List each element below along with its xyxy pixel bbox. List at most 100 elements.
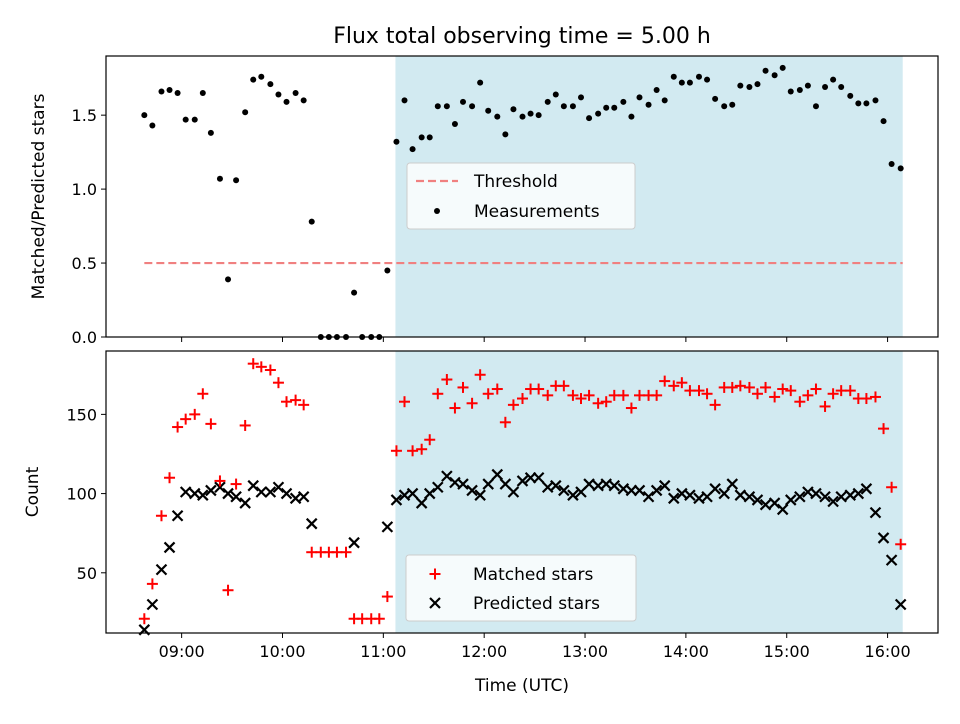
measurement-point — [275, 91, 282, 98]
top-y-tick-label: 0.0 — [72, 328, 97, 347]
measurement-point — [434, 103, 441, 110]
x-axis-label: Time (UTC) — [474, 676, 569, 696]
measurement-point — [544, 98, 551, 105]
measurement-point — [552, 91, 559, 98]
matched-point — [272, 377, 284, 389]
measurement-point — [787, 88, 794, 95]
x-tick-label: 15:00 — [764, 642, 810, 661]
measurement-point — [779, 64, 786, 71]
bottom-y-axis-label: Count — [23, 466, 43, 517]
measurement-point — [603, 104, 610, 111]
predicted-point — [163, 541, 176, 554]
measurement-point — [863, 100, 870, 107]
predicted-point — [230, 490, 242, 503]
predicted-point — [550, 479, 562, 492]
predicted-point — [885, 554, 898, 566]
matched-point — [281, 396, 293, 408]
matched-point — [567, 389, 579, 401]
measurement-point — [822, 84, 829, 91]
measurement-point — [830, 76, 837, 83]
matched-point — [668, 380, 680, 392]
matched-point — [726, 381, 738, 393]
x-tick-label: 11:00 — [360, 642, 406, 661]
x-tick-label: 16:00 — [865, 642, 911, 661]
matched-point — [895, 538, 907, 550]
legend-predicted-label: Predicted stars — [473, 594, 600, 614]
measurement-point — [283, 98, 290, 105]
measurement-point — [182, 116, 189, 123]
matched-point — [886, 481, 898, 493]
predicted-point — [214, 481, 226, 494]
matched-point — [466, 397, 478, 409]
predicted-point — [348, 536, 360, 549]
measurement-point — [577, 94, 584, 101]
matched-point — [709, 399, 721, 411]
predicted-point — [432, 481, 444, 494]
measurement-point — [308, 218, 315, 225]
bottom-axes-frame — [105, 350, 939, 634]
bottom-y-tick-label: 150 — [66, 405, 97, 424]
measurement-point — [258, 73, 265, 80]
matched-point — [424, 434, 436, 446]
measurement-point — [477, 79, 484, 86]
measurement-point — [460, 98, 467, 105]
matched-point — [575, 393, 587, 405]
matched-point — [794, 396, 806, 408]
measurement-point — [670, 73, 677, 80]
matched-point — [625, 402, 637, 414]
measurement-point — [678, 79, 685, 86]
matched-point — [769, 391, 781, 403]
matched-point — [138, 613, 150, 625]
x-tick-label: 10:00 — [259, 642, 305, 661]
matched-point — [457, 381, 469, 393]
matched-point — [482, 388, 494, 400]
predicted-point — [155, 563, 168, 576]
measurement-point — [847, 92, 854, 99]
measurement-point — [880, 118, 887, 125]
matched-point — [230, 478, 242, 490]
measurement-point — [729, 101, 736, 108]
predicted-point — [171, 509, 184, 522]
matched-point — [507, 399, 519, 411]
measurement-point — [267, 81, 274, 88]
measurement-point — [897, 165, 904, 172]
predicted-point — [718, 487, 730, 500]
top-y-tick-label: 1.0 — [72, 180, 97, 199]
matched-point — [760, 381, 772, 393]
predicted-point — [507, 486, 520, 498]
matched-point — [542, 389, 554, 401]
predicted-point — [734, 489, 747, 501]
measurement-point — [686, 79, 693, 86]
measurement-point — [510, 106, 517, 113]
matched-point — [474, 369, 486, 381]
predicted-point — [466, 484, 478, 497]
matched-point — [878, 423, 890, 435]
predicted-point — [415, 497, 428, 509]
matched-point — [533, 383, 545, 395]
predicted-point — [667, 492, 680, 505]
measurement-point — [242, 109, 249, 116]
predicted-point — [726, 478, 739, 490]
measurement-point — [199, 89, 206, 96]
measurement-point — [149, 122, 156, 129]
matched-point — [381, 591, 393, 603]
measurement-point — [771, 72, 778, 79]
top-axes-frame — [105, 55, 939, 338]
x-tick-label: 13:00 — [562, 642, 608, 661]
measurement-point — [502, 131, 509, 138]
matched-point — [701, 388, 713, 400]
measurement-point — [300, 97, 307, 104]
predicted-point — [457, 478, 469, 490]
legend-measurements-label: Measurements — [474, 202, 600, 222]
top-y-tick-label: 1.5 — [72, 106, 97, 125]
measurement-point — [409, 146, 416, 153]
predicted-point — [642, 490, 655, 503]
matched-point — [592, 397, 604, 409]
measurement-point — [620, 98, 627, 105]
x-tick-label: 09:00 — [159, 642, 205, 661]
x-tick-label: 12:00 — [461, 642, 507, 661]
measurement-point — [737, 82, 744, 89]
top-y-tick-label: 0.5 — [72, 254, 97, 273]
